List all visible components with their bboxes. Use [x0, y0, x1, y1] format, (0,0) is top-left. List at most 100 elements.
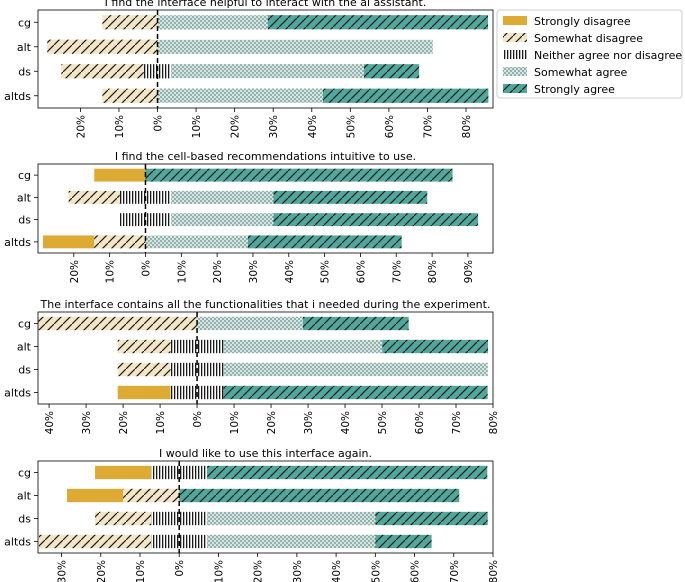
legend-label: Somewhat disagree [534, 32, 643, 45]
bar-row-cg: cg [18, 168, 453, 182]
x-tick-label: 30% [303, 411, 315, 434]
bar-row-alt: alt [17, 339, 489, 354]
x-tick-label: 70% [449, 560, 461, 582]
plot-frame [37, 311, 494, 405]
bar-row-cg: cg [18, 465, 488, 480]
x-tick-label: 30% [248, 260, 260, 283]
legend-swatch [503, 16, 527, 25]
bar-row-ds: ds [18, 64, 420, 79]
bar-segment-strongly-disagree [94, 168, 146, 182]
bar-segment-strongly-agree [382, 339, 489, 354]
x-tick-label: 10% [176, 260, 188, 283]
x-tick-label: 10% [155, 411, 167, 434]
legend-item-somewhat-agree: Somewhat agree [503, 66, 627, 79]
x-tick-label: 30% [57, 560, 69, 582]
x-tick-label: 20% [266, 411, 278, 434]
bar-segment-somewhat-disagree [94, 235, 146, 249]
bar-segment-strongly-agree [247, 235, 402, 249]
x-tick-label: 50% [377, 411, 389, 434]
x-tick-label: 60% [410, 560, 422, 582]
x-tick-label: 30% [292, 560, 304, 582]
x-tick-label: 60% [414, 411, 426, 434]
x-tick-label: 40% [284, 260, 296, 283]
bar-row-ds: ds [18, 511, 488, 526]
bar-segment-strongly-agree [364, 64, 420, 79]
legend-item-strongly-agree: Strongly agree [503, 83, 615, 96]
x-tick-label: 80% [488, 560, 500, 582]
chart-title: I find the cell-based recommendations in… [115, 150, 416, 163]
plot-frame [37, 163, 494, 254]
x-tick-label: 20% [212, 260, 224, 283]
category-label: cg [18, 467, 31, 480]
bar-segment-somewhat-disagree [102, 88, 158, 103]
x-tick-label: 40% [331, 560, 343, 582]
x-tick-label: 50% [370, 560, 382, 582]
bar-segment-somewhat-disagree [123, 488, 180, 503]
x-tick-label: 30% [81, 411, 93, 434]
bar-segment-somewhat-agree [223, 362, 488, 377]
bar-segment-neither [119, 213, 172, 227]
x-tick-label: 10% [105, 260, 117, 283]
bar-row-ds: ds [18, 362, 488, 377]
bar-segment-strongly-agree [375, 534, 432, 549]
bar-segment-somewhat-disagree [61, 64, 144, 79]
bar-row-altds: altds [4, 235, 402, 249]
x-tick-label: 90% [463, 260, 475, 283]
category-label: ds [18, 364, 31, 377]
x-tick-label: 0% [140, 260, 152, 277]
bar-segment-somewhat-agree [197, 316, 303, 331]
bar-row-altds: altds [4, 385, 488, 400]
bar-segment-somewhat-agree [171, 64, 365, 79]
chart-3: The interface contains all the functiona… [4, 298, 500, 434]
x-tick-label: 20% [69, 260, 81, 283]
legend-item-neither: Neither agree nor disagree [503, 49, 682, 62]
category-label: cg [18, 169, 31, 182]
bar-segment-strongly-agree [223, 385, 488, 400]
bar-segment-somewhat-agree [223, 339, 383, 354]
bar-segment-strongly-agree [179, 488, 460, 503]
legend-label: Strongly disagree [534, 15, 631, 28]
legend-item-somewhat-disagree: Somewhat disagree [503, 32, 643, 45]
category-label: ds [18, 513, 31, 526]
category-label: cg [18, 318, 31, 331]
x-tick-label: 70% [422, 115, 434, 138]
legend-label: Neither agree nor disagree [534, 49, 682, 62]
legend-swatch [503, 67, 527, 76]
bar-segment-somewhat-disagree [95, 511, 152, 526]
chart-title: The interface contains all the functiona… [40, 298, 491, 311]
bar-segment-strongly-disagree [117, 385, 171, 400]
x-tick-label: 0% [174, 560, 186, 577]
legend-swatch [503, 84, 527, 93]
category-label: alt [17, 341, 32, 354]
bar-segment-strongly-agree [375, 511, 488, 526]
x-tick-label: 10% [191, 115, 203, 138]
x-tick-label: 40% [340, 411, 352, 434]
bar-segment-strongly-disagree [95, 465, 152, 480]
legend: Strongly disagree Somewhat disagree Neithe… [496, 9, 683, 99]
plot-frame [37, 9, 494, 109]
bar-segment-strongly-disagree [43, 235, 95, 249]
x-tick-label: 10% [213, 560, 225, 582]
bar-row-alt: alt [17, 190, 428, 204]
x-tick-label: 20% [253, 560, 265, 582]
x-tick-label: 10% [229, 411, 241, 434]
bar-segment-strongly-agree [145, 168, 453, 182]
x-tick-label: 0% [192, 411, 204, 428]
bar-segment-strongly-agree [273, 190, 428, 204]
bar-segment-somewhat-agree [145, 235, 248, 249]
x-tick-label: 40% [44, 411, 56, 434]
bar-segment-somewhat-agree [207, 534, 376, 549]
chart-4: I would like to use this interface again… [4, 447, 500, 582]
bar-segment-somewhat-disagree [117, 339, 171, 354]
x-tick-label: 80% [461, 115, 473, 138]
category-label: altds [4, 387, 31, 400]
x-tick-label: 0% [153, 115, 165, 132]
legend-swatch [503, 50, 527, 59]
x-tick-label: 20% [75, 115, 87, 138]
x-tick-label: 80% [427, 260, 439, 283]
bar-segment-neither [143, 64, 172, 79]
legend-label: Somewhat agree [534, 66, 627, 79]
bar-segment-strongly-agree [207, 465, 488, 480]
category-label: alt [17, 41, 32, 54]
